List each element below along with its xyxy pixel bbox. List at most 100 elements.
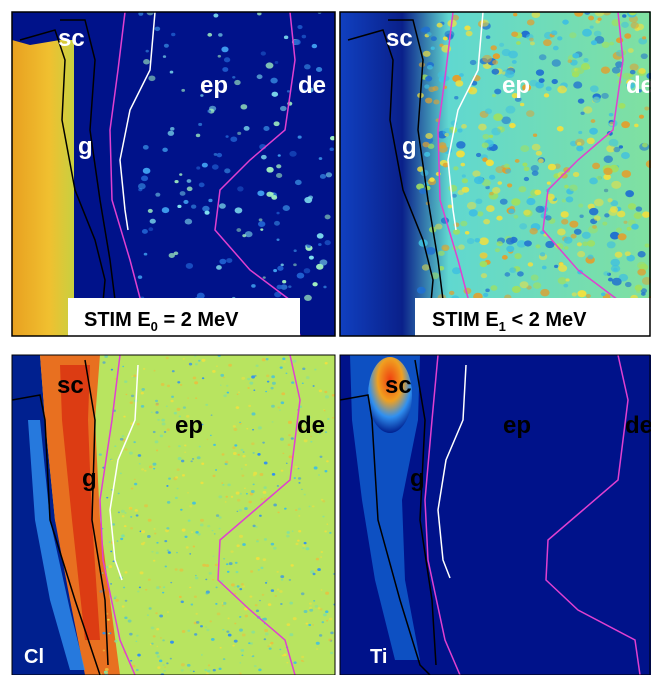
speckle xyxy=(425,97,433,104)
speckle xyxy=(511,31,519,37)
speckle xyxy=(269,192,274,196)
speckle xyxy=(129,451,133,455)
speckle xyxy=(170,127,175,131)
speckle xyxy=(257,190,265,197)
speckle xyxy=(452,267,461,275)
speckle xyxy=(236,544,240,548)
caption-sub: 0 xyxy=(151,319,158,334)
speckle xyxy=(323,285,327,289)
speckle xyxy=(236,393,239,396)
speckle xyxy=(260,51,266,56)
speckle xyxy=(130,394,135,398)
speckle xyxy=(196,292,205,300)
speckle xyxy=(135,514,139,517)
speckle xyxy=(280,263,284,267)
speckle xyxy=(251,412,256,416)
speckle xyxy=(261,618,264,620)
speckle xyxy=(586,240,596,247)
speckle xyxy=(624,251,631,257)
speckle xyxy=(311,43,318,49)
speckle xyxy=(252,451,255,454)
speckle xyxy=(558,264,568,272)
speckle xyxy=(551,78,558,85)
speckle xyxy=(258,218,263,222)
speckle xyxy=(239,534,244,538)
speckle xyxy=(152,635,156,638)
speckle xyxy=(326,619,329,622)
speckle xyxy=(496,215,503,221)
speckle xyxy=(489,191,494,196)
speckle xyxy=(511,93,519,99)
speckle xyxy=(474,238,481,243)
speckle xyxy=(216,612,221,616)
speckle xyxy=(139,530,142,533)
speckle xyxy=(162,591,165,594)
speckle xyxy=(298,482,301,484)
speckle xyxy=(225,495,228,498)
speckle xyxy=(319,174,327,179)
speckle xyxy=(565,196,574,203)
speckle xyxy=(194,355,197,358)
speckle xyxy=(269,643,272,646)
speckle xyxy=(560,211,569,218)
speckle xyxy=(578,130,583,135)
speckle xyxy=(177,381,181,384)
speckle xyxy=(205,626,207,628)
speckle xyxy=(180,459,185,463)
speckle xyxy=(236,510,239,513)
speckle xyxy=(141,387,145,391)
speckle xyxy=(535,205,545,213)
speckle xyxy=(192,376,197,380)
speckle xyxy=(538,158,544,164)
speckle xyxy=(631,223,639,230)
speckle xyxy=(416,286,426,294)
speckle xyxy=(198,359,201,362)
speckle xyxy=(267,603,272,607)
speckle xyxy=(426,32,432,37)
speckle xyxy=(201,423,204,426)
speckle xyxy=(324,395,329,399)
speckle xyxy=(247,377,251,381)
speckle xyxy=(563,246,569,250)
speckle xyxy=(243,487,246,490)
speckle xyxy=(145,49,149,53)
speckle xyxy=(535,244,541,249)
boundary-line xyxy=(388,19,444,301)
speckle xyxy=(294,465,298,469)
speckle xyxy=(535,150,543,156)
speckle xyxy=(301,89,307,93)
speckle xyxy=(303,609,308,614)
boundary-line xyxy=(447,12,484,231)
speckle xyxy=(306,244,311,248)
speckle xyxy=(214,563,219,567)
speckle xyxy=(460,162,466,167)
speckle xyxy=(255,557,260,561)
speckle xyxy=(644,106,650,111)
speckle xyxy=(326,523,329,525)
speckle xyxy=(526,19,535,26)
speckle xyxy=(532,133,538,137)
speckle xyxy=(506,245,515,253)
speckle xyxy=(129,632,133,636)
speckle xyxy=(324,530,327,533)
speckle xyxy=(123,525,127,528)
speckle xyxy=(545,86,552,92)
speckle xyxy=(240,583,244,586)
speckle xyxy=(170,640,174,644)
speckle xyxy=(284,507,287,510)
speckle xyxy=(130,516,133,518)
speckle xyxy=(237,391,240,394)
speckle xyxy=(178,445,181,448)
intensity-region xyxy=(350,355,420,660)
speckle xyxy=(219,258,227,265)
speckle xyxy=(514,253,522,260)
speckle xyxy=(199,523,204,527)
speckle xyxy=(438,265,445,271)
boundary-line xyxy=(217,355,301,675)
speckle xyxy=(210,637,215,641)
speckle xyxy=(129,401,133,404)
speckle xyxy=(447,204,453,209)
speckle xyxy=(483,218,491,225)
speckle xyxy=(270,386,274,390)
speckle xyxy=(638,67,646,74)
